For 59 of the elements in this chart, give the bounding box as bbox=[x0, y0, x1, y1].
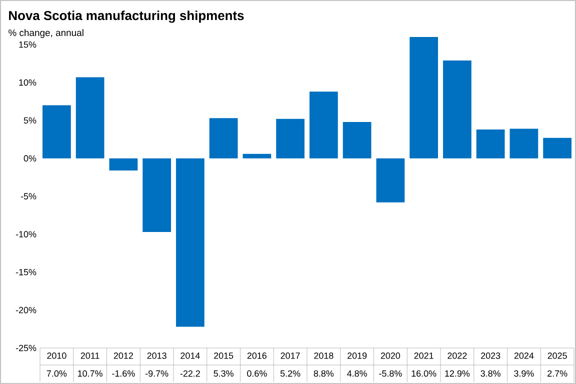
bar bbox=[176, 158, 204, 327]
data-label: 2.7% bbox=[548, 370, 568, 377]
data-label: 5.2% bbox=[280, 370, 300, 377]
bar bbox=[242, 154, 272, 158]
x-tick-label: 2024 bbox=[514, 352, 534, 359]
y-tick-label: 10% bbox=[19, 79, 36, 86]
x-tick-label: 2015 bbox=[214, 352, 234, 359]
bar bbox=[209, 118, 238, 158]
data-label: -5.8% bbox=[379, 370, 402, 377]
data-label: 0.6% bbox=[247, 370, 267, 377]
data-label: 10.7% bbox=[78, 370, 102, 377]
x-tick-label: 2025 bbox=[548, 352, 567, 359]
x-tick-label: 2017 bbox=[280, 352, 300, 359]
x-tick-label: 2012 bbox=[114, 352, 133, 359]
y-tick-label: 5% bbox=[24, 117, 36, 124]
data-label: 5.3% bbox=[214, 370, 234, 377]
x-tick-label: 2023 bbox=[481, 352, 500, 359]
bar bbox=[476, 130, 505, 158]
y-tick-label: -15% bbox=[16, 268, 36, 276]
y-tick-label: -25% bbox=[16, 344, 36, 352]
chart-title: Nova Scotia manufacturing shipments bbox=[9, 10, 244, 23]
bar bbox=[142, 158, 172, 232]
x-tick-label: 2013 bbox=[147, 352, 166, 359]
bar bbox=[543, 138, 572, 158]
bar bbox=[276, 118, 305, 158]
data-label: 16.0% bbox=[412, 370, 436, 377]
chart-subtitle: % change, annual bbox=[8, 29, 84, 38]
x-tick-label: 2021 bbox=[414, 352, 434, 359]
data-label: -22.2 bbox=[180, 370, 200, 377]
data-label: 3.8% bbox=[480, 370, 500, 377]
bar bbox=[310, 92, 338, 158]
x-tick-label: 2014 bbox=[180, 352, 200, 359]
bar bbox=[109, 158, 138, 171]
y-tick-label: -5% bbox=[20, 193, 36, 200]
x-tick-label: 2010 bbox=[47, 352, 66, 359]
bar bbox=[76, 77, 104, 158]
y-tick-label: 0% bbox=[24, 155, 36, 162]
bar bbox=[376, 158, 405, 202]
data-label: 3.9% bbox=[514, 370, 534, 377]
x-tick-label: 2022 bbox=[448, 352, 467, 359]
bar bbox=[410, 37, 438, 158]
data-label: 4.8% bbox=[347, 370, 367, 377]
data-label: -9.7% bbox=[146, 370, 168, 377]
x-tick-label: 2018 bbox=[314, 352, 334, 359]
data-label: 12.9% bbox=[445, 370, 470, 377]
bar bbox=[443, 60, 472, 158]
x-tick-label: 2020 bbox=[380, 352, 400, 359]
data-label: 7.0% bbox=[46, 370, 67, 377]
data-label: -1.6% bbox=[112, 370, 135, 377]
x-tick-label: 2011 bbox=[80, 352, 100, 359]
bar bbox=[510, 128, 538, 158]
x-tick-label: 2016 bbox=[247, 352, 267, 359]
y-tick-label: -20% bbox=[16, 306, 36, 314]
bar bbox=[42, 105, 71, 158]
y-tick-label: -10% bbox=[16, 231, 36, 238]
y-tick-label: 15% bbox=[19, 41, 36, 48]
bar bbox=[342, 122, 372, 158]
data-label: 8.8% bbox=[314, 370, 334, 377]
x-tick-label: 2019 bbox=[348, 352, 367, 359]
